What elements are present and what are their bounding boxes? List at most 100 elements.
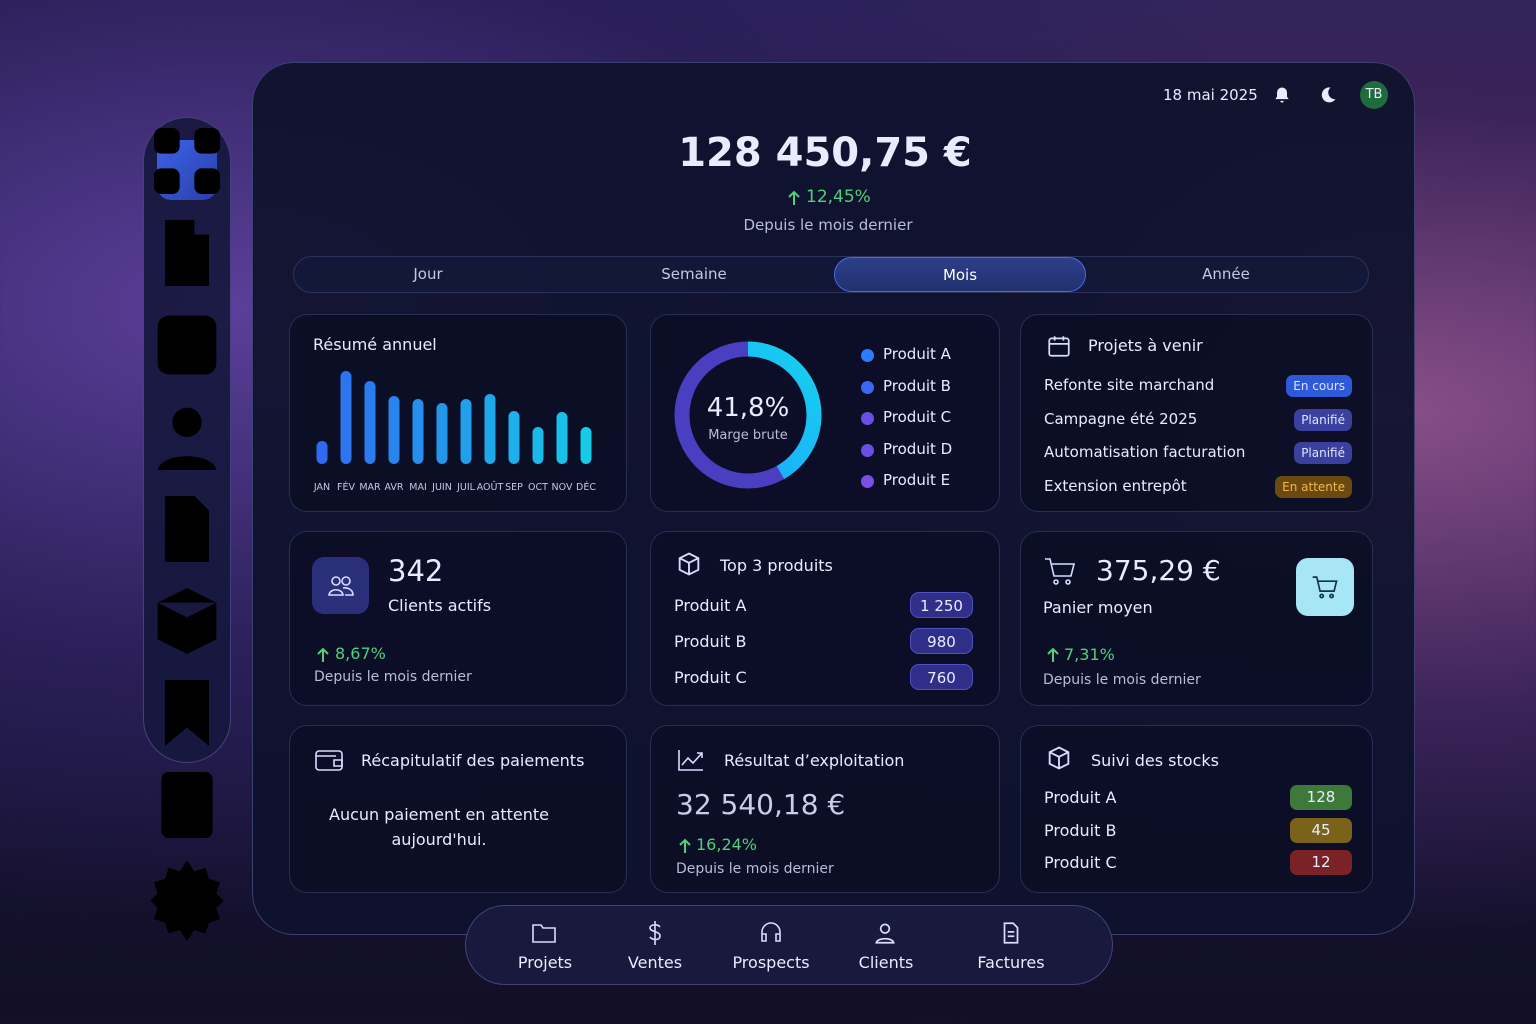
total-amount: 128 450,75 € xyxy=(678,130,972,176)
icon-headset xyxy=(761,922,781,942)
product-name: Produit C xyxy=(674,668,747,687)
legend-label: Produit A xyxy=(883,345,951,363)
bar xyxy=(436,403,448,464)
card-title: Suivi des stocks xyxy=(1091,751,1219,770)
bar xyxy=(388,396,400,464)
nav-item[interactable]: Ventes xyxy=(627,953,683,972)
basket-value: 375,29 € xyxy=(1096,554,1221,587)
legend-label: Produit C xyxy=(883,408,952,426)
product-value: 1 250 xyxy=(910,592,973,618)
stock-name: Produit A xyxy=(1044,788,1117,807)
clients-change: 8,67% xyxy=(335,644,386,663)
stock-name: Produit C xyxy=(1044,853,1117,872)
card-operating: Résultat d’exploitation 32 540,18 € 16,2… xyxy=(650,725,1000,893)
x-tick-label: JAN xyxy=(313,482,330,493)
bottom-nav: Projets Ventes Prospects Clients Factures xyxy=(465,905,1113,985)
basket-caption: Depuis le mois dernier xyxy=(1043,672,1201,688)
x-tick-label: SEP xyxy=(505,482,523,493)
cart-button[interactable] xyxy=(1296,558,1354,616)
arrow-up xyxy=(1047,647,1059,662)
icon-box xyxy=(1048,746,1070,770)
nav-item[interactable]: Prospects xyxy=(732,953,810,972)
product-value: 980 xyxy=(910,628,973,654)
project-name: Campagne été 2025 xyxy=(1044,409,1198,428)
bar-chart: JAN FÉV MAR AVR MAI JUIN JUIL AOÛT SEP OCT NOV DÉC xyxy=(313,371,596,493)
card-title: Récapitulatif des paiements xyxy=(361,751,585,770)
icon-user[interactable] xyxy=(143,393,231,481)
icon-box xyxy=(678,552,700,576)
icon-dashboard[interactable] xyxy=(143,117,231,205)
card-margin: 41,8% Marge brute Produit A Produit B Prod… xyxy=(650,314,1000,512)
bar xyxy=(484,394,496,464)
icon-bookmark[interactable] xyxy=(143,669,231,757)
card-basket: 375,29 € Panier moyen 7,31% Depuis le mo… xyxy=(1020,531,1373,706)
icon-folder xyxy=(532,924,556,943)
tab[interactable]: Jour xyxy=(413,265,443,283)
bar xyxy=(340,371,352,464)
project-name: Extension entrepôt xyxy=(1044,476,1187,495)
date: 18 mai 2025 xyxy=(1163,86,1258,104)
basket-label: Panier moyen xyxy=(1043,598,1153,617)
product-name: Produit B xyxy=(674,632,747,651)
card-projects: Projets à venir Refonte site marchand En … xyxy=(1020,314,1373,512)
product-value: 760 xyxy=(910,664,973,690)
icon-users xyxy=(328,576,354,596)
icon-settings[interactable] xyxy=(143,853,231,941)
tab[interactable]: Année xyxy=(1202,265,1250,283)
card-title: Résumé annuel xyxy=(313,335,437,354)
card-annual: Résumé annuel JAN FÉV MAR AVR MAI JUIN JUIL AOÛ… xyxy=(289,314,627,512)
card-title: Projets à venir xyxy=(1088,336,1203,355)
card-top-products: Top 3 produits Produit A 1 250 Produit B 98… xyxy=(650,531,1000,706)
arrow-up xyxy=(788,190,800,205)
nav-item[interactable]: Factures xyxy=(977,953,1045,972)
legend-dot xyxy=(861,380,874,394)
operating-change: 16,24% xyxy=(696,835,758,854)
nav-item[interactable]: Clients xyxy=(858,953,914,972)
operating-value: 32 540,18 € xyxy=(676,788,846,821)
tab[interactable]: Mois xyxy=(834,257,1086,292)
donut-value: 41,8% xyxy=(706,393,790,423)
icon-file[interactable] xyxy=(143,209,231,297)
legend-label: Produit B xyxy=(883,376,951,395)
x-tick-label: MAR xyxy=(359,482,381,493)
avatar[interactable]: TB xyxy=(1360,81,1388,109)
nav-item[interactable]: Projets xyxy=(517,953,573,972)
icon-calc[interactable] xyxy=(143,761,231,849)
basket-change: 7,31% xyxy=(1064,645,1115,664)
status-pill: Planifié xyxy=(1294,408,1352,431)
card-payments: Récapitulatif des paiements Aucun paieme… xyxy=(289,725,627,893)
product-name: Produit A xyxy=(674,596,747,615)
icon-box[interactable] xyxy=(143,577,231,665)
bar xyxy=(556,412,568,464)
bar xyxy=(460,399,472,464)
clients-label: Clients actifs xyxy=(388,596,492,615)
x-tick-label: DÉC xyxy=(576,481,596,493)
stock-value: 12 xyxy=(1290,850,1352,875)
icon-cart xyxy=(1045,558,1076,585)
icon-chart xyxy=(678,750,703,771)
icon-calendar xyxy=(1048,336,1070,357)
card-clients: 342 Clients actifs 8,67% Depuis le mois … xyxy=(289,531,627,706)
status-pill: En cours xyxy=(1286,375,1352,397)
donut-arc xyxy=(674,341,822,489)
tab[interactable]: Semaine xyxy=(661,265,727,283)
legend-dot xyxy=(861,412,874,425)
x-tick-label: AOÛT xyxy=(477,481,504,493)
card-stock: Suivi des stocks Produit A 128 Produit B 45… xyxy=(1020,725,1373,893)
icon-doc xyxy=(1003,922,1019,944)
x-tick-label: FÉV xyxy=(337,481,355,493)
bar xyxy=(580,427,592,464)
legend-dot xyxy=(861,475,874,488)
icon-moon[interactable] xyxy=(1318,85,1338,105)
icon-doc[interactable] xyxy=(143,485,231,573)
payments-message: Aucun paiement en attente aujourd'hui. xyxy=(329,805,549,849)
clients-caption: Depuis le mois dernier xyxy=(314,669,472,685)
x-tick-label: NOV xyxy=(552,482,573,493)
legend-dot xyxy=(861,443,874,457)
icon-wallet[interactable] xyxy=(143,301,231,389)
card-title: Résultat d’exploitation xyxy=(724,751,905,770)
icon-bell[interactable] xyxy=(1272,85,1292,105)
x-tick-label: OCT xyxy=(528,482,548,493)
donut-label: Marge brute xyxy=(708,428,788,443)
